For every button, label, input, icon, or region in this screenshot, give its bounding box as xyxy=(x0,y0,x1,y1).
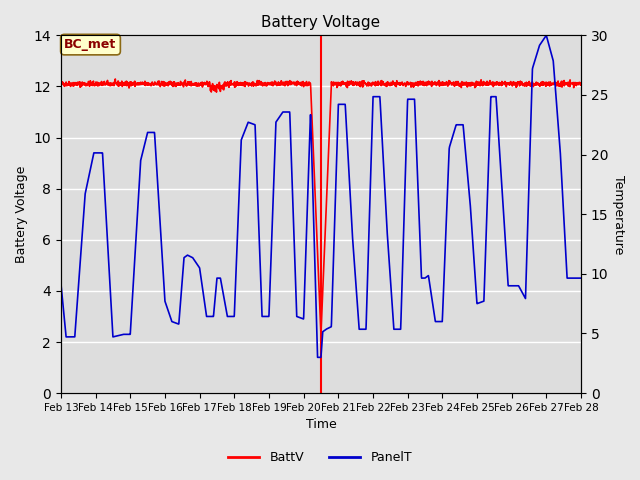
PanelT xyxy=(147,130,155,135)
PanelT xyxy=(577,275,585,281)
Legend: BattV, PanelT: BattV, PanelT xyxy=(223,446,417,469)
Line: PanelT: PanelT xyxy=(61,36,581,357)
BattV xyxy=(84,82,92,87)
BattV xyxy=(57,80,65,86)
PanelT xyxy=(257,267,264,273)
Bar xyxy=(61,189,581,240)
BattV xyxy=(111,76,119,82)
BattV xyxy=(310,166,318,171)
PanelT xyxy=(116,332,124,338)
PanelT xyxy=(567,275,575,281)
PanelT xyxy=(57,280,65,286)
Y-axis label: Battery Voltage: Battery Voltage xyxy=(15,166,28,263)
PanelT xyxy=(543,33,550,38)
Bar xyxy=(61,138,581,189)
BattV xyxy=(563,81,570,86)
PanelT xyxy=(279,109,287,115)
BattV xyxy=(296,80,304,85)
Y-axis label: Temperature: Temperature xyxy=(612,175,625,254)
Line: BattV: BattV xyxy=(61,79,581,331)
X-axis label: Time: Time xyxy=(305,419,336,432)
PanelT xyxy=(511,283,519,288)
Title: Battery Voltage: Battery Voltage xyxy=(261,15,381,30)
Bar xyxy=(61,36,581,86)
BattV xyxy=(563,82,570,87)
BattV xyxy=(467,83,475,89)
BattV xyxy=(577,82,585,88)
Bar xyxy=(61,291,581,342)
Bar xyxy=(61,240,581,291)
Bar xyxy=(61,86,581,138)
Text: BC_met: BC_met xyxy=(65,38,116,51)
PanelT xyxy=(314,354,321,360)
BattV xyxy=(317,328,324,334)
Bar xyxy=(61,342,581,393)
